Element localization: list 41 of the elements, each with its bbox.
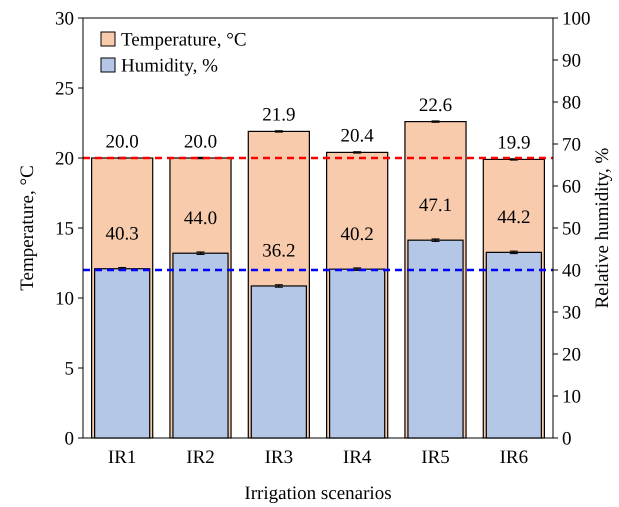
data-label: 21.9 <box>262 104 296 126</box>
y2-tick-label: 80 <box>562 92 581 114</box>
y-tick-label: 5 <box>64 358 74 380</box>
y2-tick-label: 50 <box>562 218 581 240</box>
data-label: 20.0 <box>184 131 218 152</box>
x-tick-label: IR4 <box>342 447 372 468</box>
data-label: 44.0 <box>184 208 218 229</box>
y-tick-label: 15 <box>55 218 74 240</box>
data-label: 40.2 <box>340 224 374 245</box>
y-tick-label: 25 <box>55 78 74 100</box>
y-tick-label: 30 <box>55 8 74 30</box>
y2-tick-label: 30 <box>562 302 581 324</box>
y2-tick-label: 90 <box>562 50 581 72</box>
data-label: 19.9 <box>497 132 530 154</box>
x-tick-label: IR6 <box>500 447 528 468</box>
y2-tick-label: 10 <box>562 386 581 408</box>
y2-tick-label: 60 <box>562 176 581 198</box>
y2-tick-label: 0 <box>562 428 572 450</box>
y-tick-label: 10 <box>55 288 74 310</box>
y2-axis-title: Relative humidity, % <box>592 147 613 308</box>
y-tick-label: 20 <box>55 148 74 170</box>
legend-label: Temperature, °C <box>121 30 246 51</box>
x-tick-label: IR1 <box>108 447 136 468</box>
y-axis-title: Temperature, °C <box>17 165 38 291</box>
y2-tick-label: 20 <box>562 344 581 366</box>
x-tick-label: IR2 <box>186 447 215 468</box>
y2-tick-label: 100 <box>562 8 590 30</box>
x-axis-title: Irrigation scenarios <box>244 483 392 504</box>
x-tick-label: IR3 <box>264 447 294 468</box>
data-label: 22.6 <box>418 94 452 116</box>
data-label: 44.2 <box>497 207 530 228</box>
legend-label: Humidity, % <box>121 56 218 77</box>
x-tick-label: IR5 <box>421 447 450 468</box>
data-label: 47.1 <box>418 194 452 216</box>
data-label: 36.2 <box>262 240 296 262</box>
y-tick-label: 0 <box>64 428 74 450</box>
y2-tick-label: 70 <box>562 134 581 156</box>
data-label: 40.3 <box>106 223 139 244</box>
data-label: 20.0 <box>106 131 139 152</box>
data-label: 20.4 <box>340 126 374 147</box>
y2-tick-label: 40 <box>562 260 581 282</box>
